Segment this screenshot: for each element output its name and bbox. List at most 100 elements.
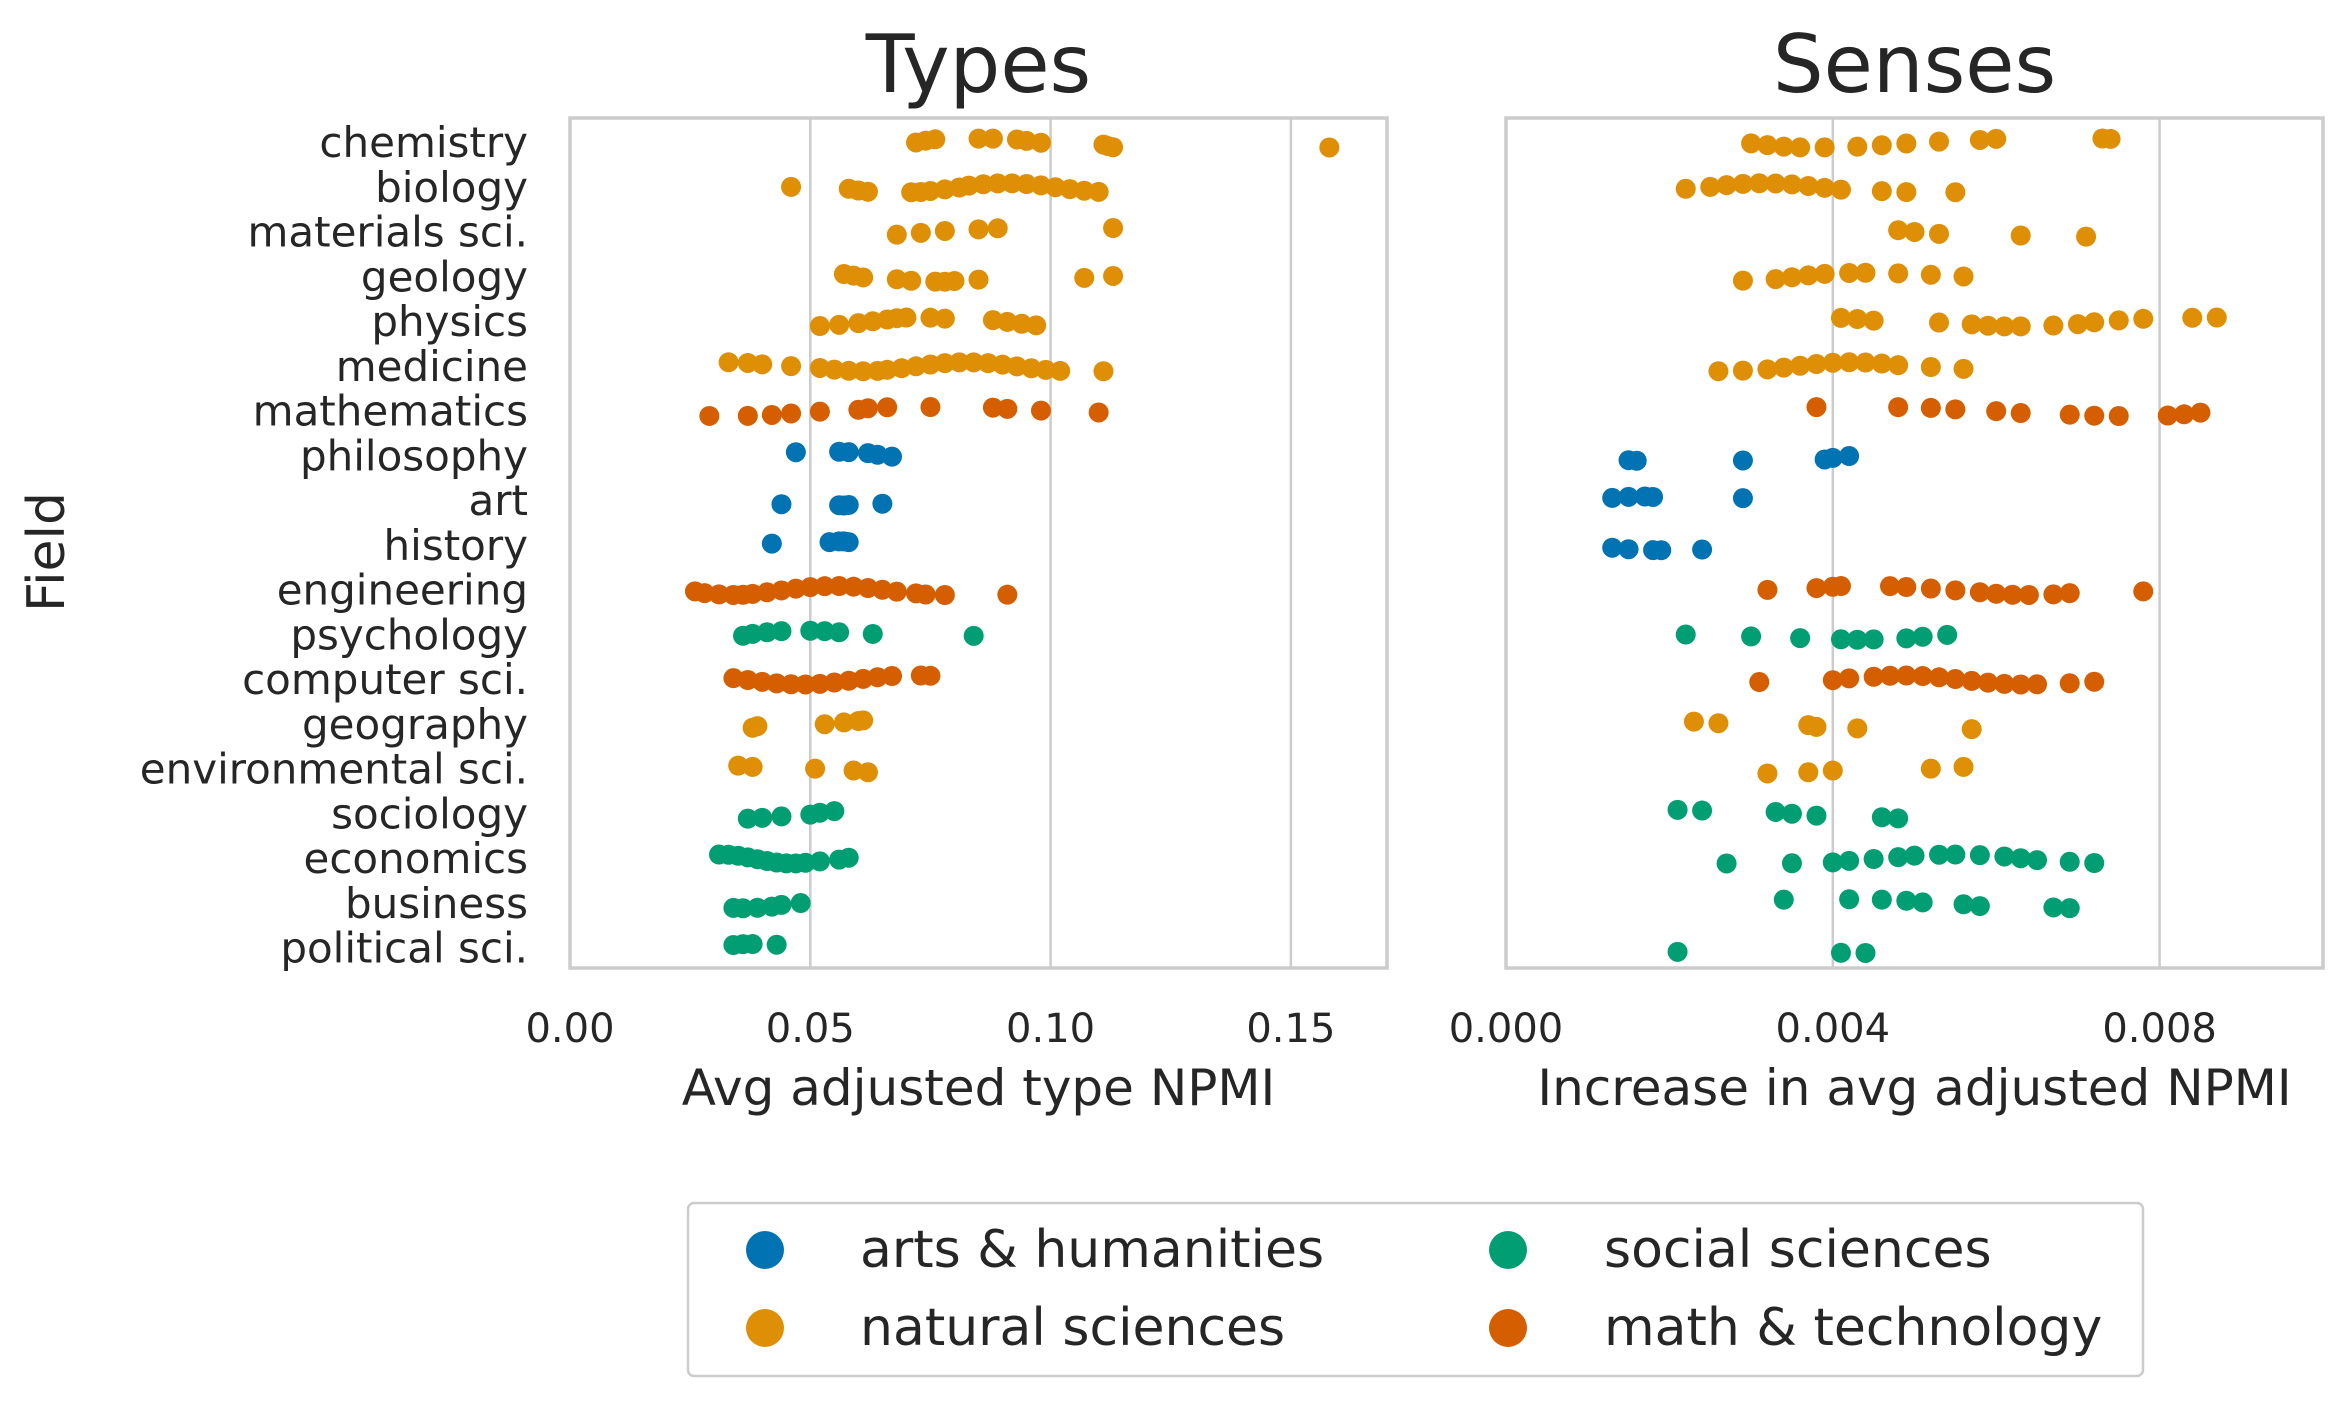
types-point-engineering	[886, 581, 907, 602]
senses-point-chemistry	[1969, 129, 1990, 150]
senses-point-psychology	[1912, 626, 1933, 647]
types-x-axis-label: Avg adjusted type NPMI	[682, 1059, 1276, 1117]
senses-panel: Senses 0.000 0.004 0.008 Increase in avg adj…	[1449, 18, 2325, 1117]
senses-point-biology	[1732, 173, 1753, 194]
senses-point-physics	[1978, 315, 1999, 336]
senses-point-computer-sci	[1896, 665, 1917, 686]
types-point-mathematics	[920, 397, 941, 418]
types-point-mathematics	[982, 397, 1003, 418]
senses-point-geology	[1765, 269, 1786, 290]
types-point-materials-sci	[910, 222, 931, 243]
senses-point-physics	[2067, 314, 2088, 335]
types-point-psychology	[771, 621, 792, 642]
types-point-psychology	[800, 620, 821, 641]
types-point-economics	[809, 851, 830, 872]
senses-point-biology	[1781, 174, 1802, 195]
types-point-geology	[1074, 267, 1095, 288]
types-point-environmental-sci	[742, 756, 763, 777]
senses-point-computer-sci	[1945, 669, 1966, 690]
types-point-political-sci	[766, 934, 787, 955]
types-point-computer-sci	[867, 667, 888, 688]
senses-point-geology	[1888, 263, 1909, 284]
senses-point-sociology	[1888, 808, 1909, 829]
senses-point-materials-sci	[1929, 223, 1950, 244]
senses-x-axis-label: Increase in avg adjusted NPMI	[1537, 1059, 2291, 1117]
senses-point-engineering	[1896, 577, 1917, 598]
y-tick-label-political-sci: political sci.	[280, 924, 528, 973]
types-point-medicine	[934, 353, 955, 374]
y-tick-label-psychology: psychology	[290, 610, 528, 659]
legend-marker-arts-humanities	[746, 1231, 784, 1269]
senses-point-materials-sci	[2010, 225, 2031, 246]
types-point-engineering	[800, 577, 821, 598]
types-point-business	[771, 894, 792, 915]
senses-point-engineering	[1945, 580, 1966, 601]
senses-point-physics	[1847, 309, 1868, 330]
types-point-sociology	[771, 806, 792, 827]
senses-point-materials-sci	[1904, 221, 1925, 242]
senses-point-engineering	[2043, 584, 2064, 605]
types-point-materials-sci	[934, 220, 955, 241]
types-x-tick-label: 0.05	[766, 1006, 855, 1052]
types-point-geology	[901, 270, 922, 291]
senses-point-art	[1618, 486, 1639, 507]
senses-point-engineering	[1969, 582, 1990, 603]
senses-point-economics	[1716, 853, 1737, 874]
types-point-biology	[781, 176, 802, 197]
senses-point-philosophy	[1732, 450, 1753, 471]
senses-point-business	[1839, 889, 1860, 910]
senses-point-art	[1602, 487, 1623, 508]
senses-point-economics	[1863, 848, 1884, 869]
types-point-chemistry	[968, 128, 989, 149]
senses-point-economics	[1822, 852, 1843, 873]
senses-point-sociology	[1667, 799, 1688, 820]
senses-point-physics	[1863, 310, 1884, 331]
types-point-medicine	[877, 359, 898, 380]
types-point-mathematics	[809, 401, 830, 422]
types-x-tick-label: 0.10	[1006, 1006, 1095, 1052]
types-point-biology	[920, 180, 941, 201]
senses-point-economics	[2084, 852, 2105, 873]
types-point-medicine	[718, 352, 739, 373]
senses-point-computer-sci	[2084, 671, 2105, 692]
senses-point-geography	[1806, 716, 1827, 737]
senses-point-materials-sci	[2076, 226, 2097, 247]
senses-point-business	[1969, 896, 1990, 917]
types-point-medicine	[1035, 359, 1056, 380]
types-point-art	[771, 494, 792, 515]
types-point-geology	[853, 267, 874, 288]
senses-point-medicine	[1708, 361, 1729, 382]
y-tick-label-business: business	[345, 879, 528, 928]
types-point-chemistry	[1103, 137, 1124, 158]
types-point-environmental-sci	[857, 762, 878, 783]
types-point-mathematics	[761, 404, 782, 425]
senses-point-psychology	[1847, 629, 1868, 650]
senses-point-business	[2059, 898, 2080, 919]
y-tick-label-chemistry: chemistry	[319, 118, 528, 167]
senses-point-biology	[1871, 181, 1892, 202]
y-tick-label-history: history	[384, 521, 528, 570]
legend-marker-math-technology	[1489, 1309, 1527, 1347]
senses-point-chemistry	[1986, 128, 2007, 149]
senses-point-economics	[1945, 844, 1966, 865]
senses-point-mathematics	[1920, 397, 1941, 418]
senses-point-computer-sci	[1879, 665, 1900, 686]
senses-point-computer-sci	[1912, 666, 1933, 687]
senses-point-computer-sci	[1978, 672, 1999, 693]
types-point-computer-sci	[752, 671, 773, 692]
senses-x-tick-label: 0.000	[1449, 1006, 1564, 1052]
types-point-biology	[1016, 174, 1037, 195]
types-point-geology	[1103, 265, 1124, 286]
types-point-medicine	[1021, 358, 1042, 379]
types-point-physics	[829, 314, 850, 335]
senses-point-engineering	[1830, 576, 1851, 597]
types-point-materials-sci	[968, 219, 989, 240]
senses-point-physics	[2133, 308, 2154, 329]
types-point-chemistry	[1030, 132, 1051, 153]
y-tick-label-geology: geology	[361, 252, 528, 301]
y-tick-label-physics: physics	[371, 297, 528, 346]
senses-point-psychology	[1790, 628, 1811, 649]
senses-point-economics	[1839, 850, 1860, 871]
types-point-engineering	[843, 576, 864, 597]
types-point-engineering	[934, 584, 955, 605]
